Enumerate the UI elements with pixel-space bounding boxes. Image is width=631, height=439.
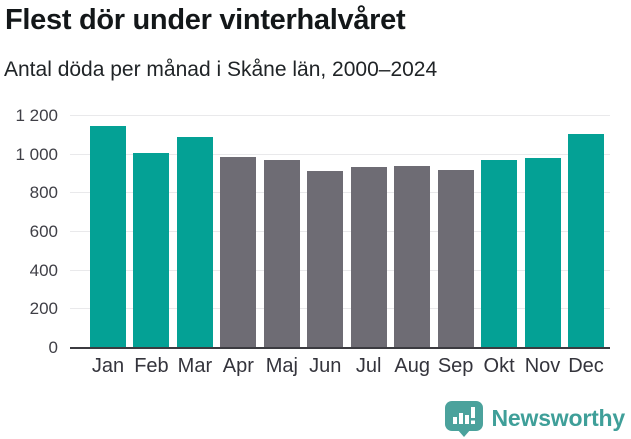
x-axis-label-maj: Maj	[265, 355, 298, 377]
x-axis-label-cell: Dec	[568, 355, 604, 378]
gridline-1000	[70, 153, 610, 155]
x-axis-label-sep: Sep	[437, 355, 474, 377]
y-tick-label-600: 600	[29, 222, 58, 241]
x-axis-label-apr: Apr	[222, 355, 254, 377]
x-axis-label-cell: Sep	[438, 355, 474, 378]
brand-name: Newsworthy	[491, 405, 626, 431]
bar-jun	[307, 171, 344, 348]
x-axis-label-cell: Okt	[481, 355, 517, 378]
bar-sep	[437, 170, 474, 348]
x-axis-label-dec: Dec	[568, 355, 604, 377]
x-axis-label-cell: Jun	[307, 355, 343, 378]
bar-jul	[350, 167, 387, 348]
y-tick-label-200: 200	[29, 299, 58, 319]
x-axis-label-nov: Nov	[524, 355, 561, 377]
y-tick-label-400: 400	[29, 260, 58, 280]
gridline-1200	[70, 115, 610, 116]
x-axis-label-aug: Aug	[394, 355, 430, 377]
x-axis-label-cell: Mar	[177, 355, 213, 378]
x-axis-label-cell: Nov	[525, 355, 561, 378]
x-axis-label-cell: Jan	[90, 355, 126, 378]
x-axis-label-jun: Jun	[309, 355, 342, 377]
bar-series	[70, 116, 610, 348]
x-axis-label-feb: Feb	[134, 355, 169, 377]
x-axis-label-cell: Maj	[264, 355, 300, 378]
y-tick-label-1000: 1 000	[15, 144, 58, 164]
x-axis-label-cell: Feb	[133, 355, 169, 378]
bar-aug	[394, 166, 431, 348]
bar-apr	[220, 156, 257, 348]
plot-area	[70, 115, 610, 349]
bar-feb	[133, 152, 170, 348]
x-axis-label-cell: Jul	[351, 355, 387, 378]
bar-mar	[176, 137, 213, 348]
y-axis-tick-labels: 0 200 400 600 800 1 000 1 200	[0, 106, 64, 357]
y-tick-label-800: 800	[29, 183, 58, 203]
x-axis-line	[70, 347, 610, 349]
newsworthy-logo: Newsworthy	[444, 400, 625, 437]
y-tick-label-0: 0	[48, 338, 58, 357]
x-axis-label-okt: Okt	[483, 355, 515, 377]
newsworthy-icon	[444, 401, 483, 437]
x-axis-label-mar: Mar	[177, 355, 213, 377]
x-axis-labels: Jan Feb Mar Apr Maj Jun Jul Aug Sep Okt Nov Dec	[70, 355, 610, 378]
x-axis-label-jan: Jan	[91, 355, 125, 377]
x-axis-label-jul: Jul	[355, 355, 382, 377]
x-axis-label-cell: Apr	[220, 355, 256, 378]
bar-jan	[90, 125, 126, 348]
chart-subtitle: Antal döda per månad i Skåne län, 2000–2…	[4, 58, 438, 81]
bar-maj	[263, 160, 300, 348]
chart-title: Flest dör under vinterhalvåret	[5, 4, 406, 36]
x-axis-label-cell: Aug	[394, 355, 430, 378]
y-tick-label-1200: 1 200	[15, 106, 58, 125]
bar-okt	[481, 159, 518, 348]
bar-dec	[567, 134, 604, 348]
bar-nov	[524, 157, 561, 348]
